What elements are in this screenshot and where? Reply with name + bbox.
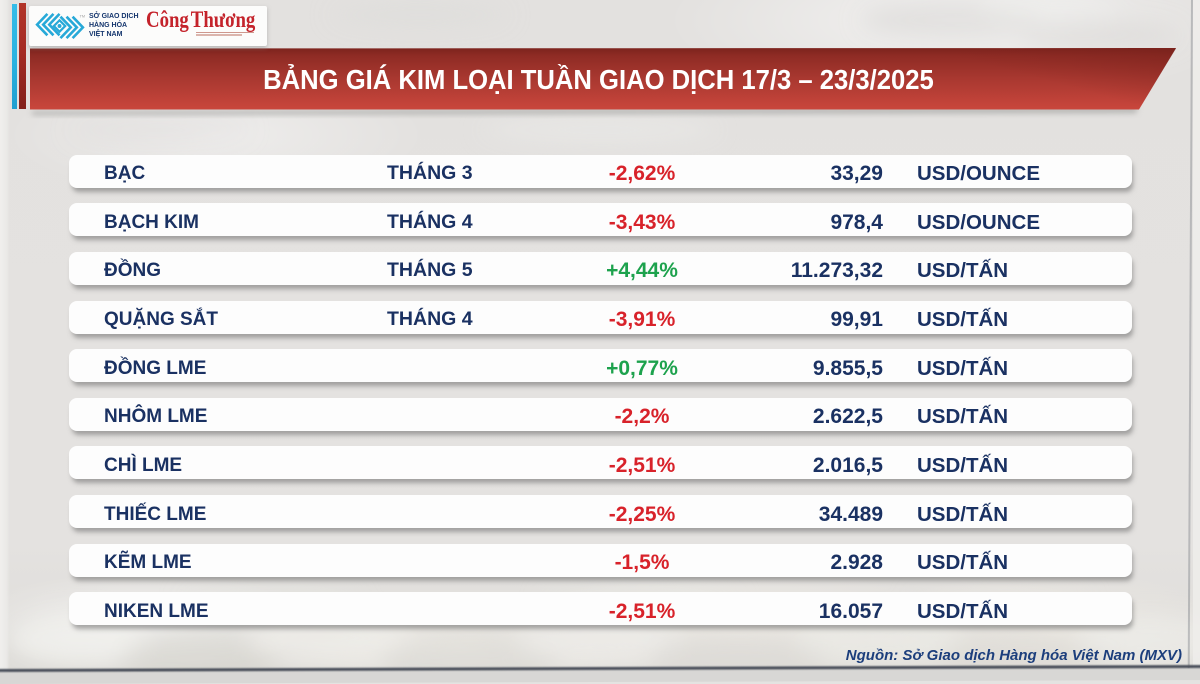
- svg-text:TM: TM: [79, 14, 84, 18]
